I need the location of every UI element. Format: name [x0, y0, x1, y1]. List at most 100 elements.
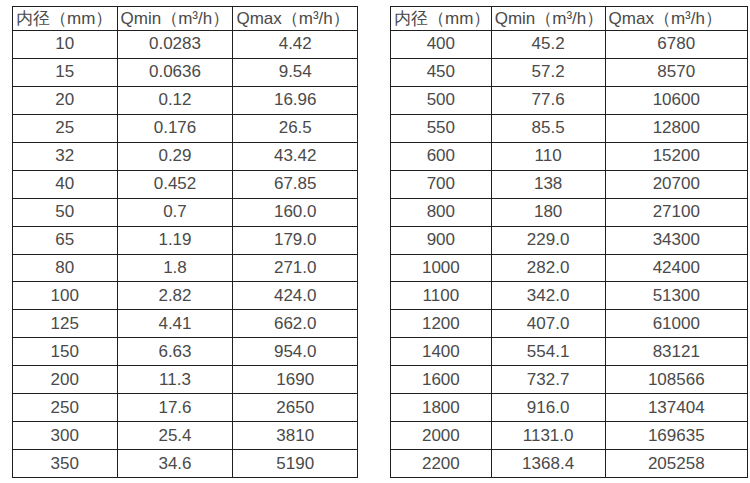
table-cell: 282.0: [491, 254, 605, 282]
table-cell: 20700: [605, 170, 747, 198]
large-diameter-flow-table: 内径（mm）Qmin（m³/h）Qmax（m³/h） 40045.2678045…: [390, 6, 748, 478]
table-cell: 5190: [233, 450, 358, 478]
table-row: 651.19179.0: [13, 226, 358, 254]
table-row: 250.17626.5: [13, 114, 358, 142]
table-cell: 180: [491, 198, 605, 226]
table-cell: 8570: [605, 58, 747, 86]
table-row: 1800916.0137404: [391, 394, 748, 422]
table-cell: 300: [13, 422, 118, 450]
table-cell: 2200: [391, 450, 492, 478]
table-cell: 34.6: [117, 450, 233, 478]
table-cell: 200: [13, 366, 118, 394]
table-cell: 1368.4: [491, 450, 605, 478]
table-cell: 2.82: [117, 282, 233, 310]
table-cell: 1000: [391, 254, 492, 282]
table-cell: 1.19: [117, 226, 233, 254]
table-cell: 6.63: [117, 338, 233, 366]
table-cell: 138: [491, 170, 605, 198]
table-row: 500.7160.0: [13, 198, 358, 226]
table-cell: 1.8: [117, 254, 233, 282]
table-row: 25017.62650: [13, 394, 358, 422]
table-cell: 662.0: [233, 310, 358, 338]
table-cell: 450: [391, 58, 492, 86]
table-row: 80018027100: [391, 198, 748, 226]
table-row: 20011.31690: [13, 366, 358, 394]
table-cell: 700: [391, 170, 492, 198]
table-row: 200.1216.96: [13, 86, 358, 114]
table-cell: 43.42: [233, 142, 358, 170]
table-row: 320.2943.42: [13, 142, 358, 170]
table-cell: 12800: [605, 114, 747, 142]
table-cell: 350: [13, 450, 118, 478]
table-row: 70013820700: [391, 170, 748, 198]
table-cell: 67.85: [233, 170, 358, 198]
table-row: 1002.82424.0: [13, 282, 358, 310]
table-cell: 342.0: [491, 282, 605, 310]
table-cell: 916.0: [491, 394, 605, 422]
table-row: 1400554.183121: [391, 338, 748, 366]
table-cell: 20: [13, 86, 118, 114]
table-row: 20001131.0169635: [391, 422, 748, 450]
table-cell: 0.12: [117, 86, 233, 114]
column-header: Qmin（m³/h）: [117, 7, 233, 31]
header-row: 内径（mm）Qmin（m³/h）Qmax（m³/h）: [13, 7, 358, 31]
table-row: 50077.610600: [391, 86, 748, 114]
column-header: 内径（mm）: [13, 7, 118, 31]
table-cell: 900: [391, 226, 492, 254]
table-cell: 9.54: [233, 58, 358, 86]
table-row: 40045.26780: [391, 31, 748, 59]
table-row: 35034.65190: [13, 450, 358, 478]
table-cell: 600: [391, 142, 492, 170]
table-cell: 45.2: [491, 31, 605, 59]
table-cell: 229.0: [491, 226, 605, 254]
table-row: 1254.41662.0: [13, 310, 358, 338]
table-row: 150.06369.54: [13, 58, 358, 86]
table-cell: 4.42: [233, 31, 358, 59]
flow-rate-tables-page: 内径（mm）Qmin（m³/h）Qmax（m³/h） 100.02834.421…: [0, 0, 750, 483]
table-cell: 25: [13, 114, 118, 142]
table-cell: 800: [391, 198, 492, 226]
table-cell: 42400: [605, 254, 747, 282]
table-cell: 15: [13, 58, 118, 86]
table-cell: 15200: [605, 142, 747, 170]
table-cell: 179.0: [233, 226, 358, 254]
table-cell: 125: [13, 310, 118, 338]
table-cell: 17.6: [117, 394, 233, 422]
table-row: 45057.28570: [391, 58, 748, 86]
table-cell: 1800: [391, 394, 492, 422]
table-cell: 3810: [233, 422, 358, 450]
table-cell: 100: [13, 282, 118, 310]
table-cell: 1131.0: [491, 422, 605, 450]
table-cell: 1100: [391, 282, 492, 310]
table-row: 1506.63954.0: [13, 338, 358, 366]
table-cell: 169635: [605, 422, 747, 450]
table-cell: 954.0: [233, 338, 358, 366]
table-cell: 0.29: [117, 142, 233, 170]
table-cell: 205258: [605, 450, 747, 478]
table-cell: 61000: [605, 310, 747, 338]
table-cell: 0.7: [117, 198, 233, 226]
column-header: Qmax（m³/h）: [233, 7, 358, 31]
table-cell: 160.0: [233, 198, 358, 226]
table-cell: 51300: [605, 282, 747, 310]
table-cell: 65: [13, 226, 118, 254]
table-cell: 26.5: [233, 114, 358, 142]
table-cell: 32: [13, 142, 118, 170]
table-cell: 1200: [391, 310, 492, 338]
table-cell: 1690: [233, 366, 358, 394]
table-row: 1000282.042400: [391, 254, 748, 282]
table-cell: 424.0: [233, 282, 358, 310]
table-cell: 34300: [605, 226, 747, 254]
table-row: 60011015200: [391, 142, 748, 170]
table-cell: 16.96: [233, 86, 358, 114]
header-row: 内径（mm）Qmin（m³/h）Qmax（m³/h）: [391, 7, 748, 31]
table-cell: 500: [391, 86, 492, 114]
table-cell: 27100: [605, 198, 747, 226]
table-row: 1200407.061000: [391, 310, 748, 338]
table-cell: 0.452: [117, 170, 233, 198]
table-cell: 271.0: [233, 254, 358, 282]
table-cell: 4.41: [117, 310, 233, 338]
table-cell: 1600: [391, 366, 492, 394]
table-cell: 108566: [605, 366, 747, 394]
table-cell: 0.0636: [117, 58, 233, 86]
